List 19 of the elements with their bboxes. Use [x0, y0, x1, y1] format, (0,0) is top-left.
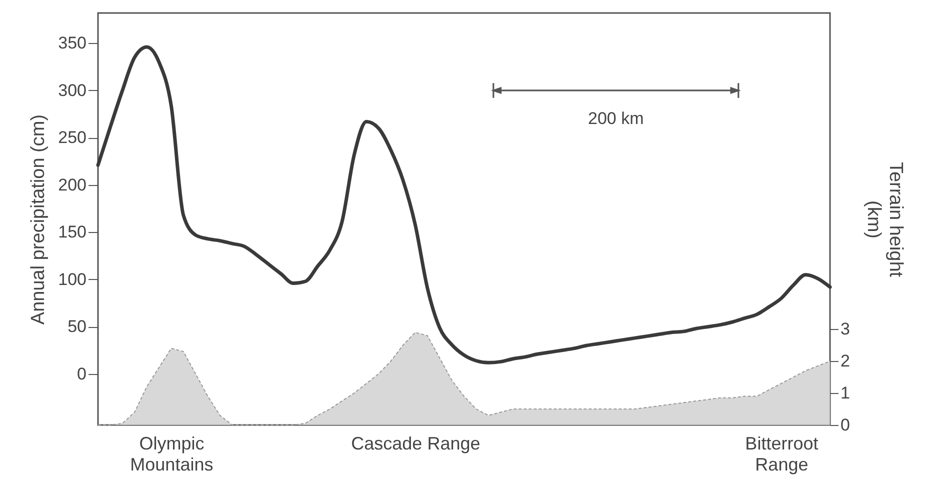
- x-tick-label: Cascade Range: [351, 434, 480, 454]
- y-tick-label: 50: [68, 317, 86, 336]
- y-tick-label: 100: [58, 270, 86, 289]
- y-tick-label: 300: [58, 80, 86, 100]
- y-tick-label: 350: [58, 34, 86, 53]
- y2-tick-label: 1: [840, 384, 850, 403]
- y-tick-label: 200: [58, 175, 86, 194]
- y2-tick-label: 0: [840, 416, 850, 434]
- y-tick-label: 250: [58, 128, 86, 148]
- annotation: 200 km: [588, 108, 644, 128]
- x-tick-label: Olympic Mountains: [130, 434, 214, 474]
- y-axis-title: Annual precipitation (cm): [28, 114, 50, 325]
- y2-axis-title: Terrain height (km): [862, 162, 906, 278]
- x-tick-label: Bitterroot Range: [745, 434, 818, 474]
- y2-tick-label: 2: [840, 352, 850, 371]
- y-tick-label: 0: [77, 364, 86, 384]
- line-series: [96, 45, 832, 364]
- y2-tick-label: 3: [840, 320, 850, 339]
- y-tick-label: 150: [58, 222, 86, 242]
